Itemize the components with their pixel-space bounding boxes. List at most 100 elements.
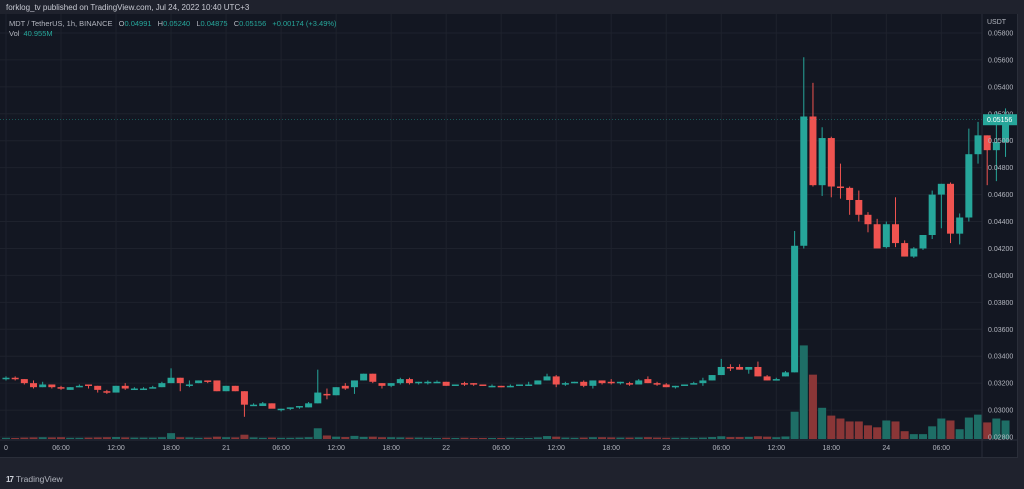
candlestick-chart[interactable]: USDT0.058000.056000.054000.052000.050000… xyxy=(0,14,1018,458)
volume-bar xyxy=(506,437,515,439)
volume-bar xyxy=(295,437,304,439)
volume-bar xyxy=(983,422,992,439)
candle xyxy=(2,377,10,380)
candle xyxy=(690,383,698,385)
candle xyxy=(901,243,909,257)
candle xyxy=(956,217,964,234)
tradingview-logo[interactable]: 17 TradingView xyxy=(6,474,63,484)
close-label: C xyxy=(233,19,240,28)
price-tick-label: 0.05800 xyxy=(988,31,1013,38)
candle xyxy=(497,385,505,388)
candle xyxy=(754,366,762,377)
candle xyxy=(699,380,707,384)
volume-bar xyxy=(671,437,680,439)
volume-bar xyxy=(29,437,38,439)
candle xyxy=(525,384,533,386)
volume-bar xyxy=(946,420,955,439)
volume-bar xyxy=(845,421,854,439)
low-label: L xyxy=(196,19,201,28)
volume-bar xyxy=(836,418,845,439)
volume-bar xyxy=(139,437,148,439)
candle xyxy=(112,385,120,393)
candle xyxy=(57,387,65,389)
time-tick-label: 18:00 xyxy=(823,445,841,452)
tradingview-logo-text: TradingView xyxy=(15,474,63,484)
candle xyxy=(947,183,955,234)
volume-bar xyxy=(928,426,937,439)
volume-bar xyxy=(579,437,588,439)
candle xyxy=(305,403,313,408)
volume-bar xyxy=(974,414,983,439)
candle xyxy=(204,380,212,382)
candle xyxy=(800,116,808,246)
volume-bar xyxy=(863,425,872,439)
candle xyxy=(103,391,111,393)
time-tick-label: 21 xyxy=(222,445,230,452)
volume-bar xyxy=(414,437,423,439)
volume-bar xyxy=(423,437,432,439)
candle xyxy=(470,383,478,385)
volume-bar xyxy=(854,421,863,439)
volume-bar xyxy=(222,437,231,439)
candle xyxy=(763,376,771,381)
candle xyxy=(66,387,74,390)
symbol-name: MDT / TetherUS, 1h, BINANCE xyxy=(9,19,113,28)
volume-bar xyxy=(469,438,478,439)
time-tick-label: 12:00 xyxy=(107,445,125,452)
price-tick-label: 0.03400 xyxy=(988,354,1013,361)
candle xyxy=(681,384,689,386)
volume-bar xyxy=(772,437,781,439)
volume-bar xyxy=(38,437,47,439)
volume-bar xyxy=(570,437,579,439)
volume-bar xyxy=(66,437,75,439)
volume-bar xyxy=(708,437,717,439)
candle xyxy=(992,142,1000,151)
open-value: 0.04991 xyxy=(124,19,152,28)
volume-bar xyxy=(11,438,20,439)
candle xyxy=(75,385,83,388)
price-tick-label: 0.02800 xyxy=(988,435,1013,442)
candle xyxy=(277,408,285,411)
candle xyxy=(516,384,524,386)
candle xyxy=(873,224,881,249)
volume-bar xyxy=(515,438,524,439)
candle xyxy=(598,380,606,384)
candle xyxy=(644,379,652,384)
volume-bar xyxy=(432,438,441,439)
candle xyxy=(231,385,239,392)
volume-bar xyxy=(799,345,808,439)
volume-bar xyxy=(231,437,240,439)
time-tick-label: 23 xyxy=(662,445,670,452)
candle xyxy=(461,383,468,385)
candle xyxy=(30,383,38,388)
time-tick-label: 18:00 xyxy=(382,445,400,452)
volume-bars xyxy=(2,345,1010,439)
time-tick-label: 12:00 xyxy=(768,445,786,452)
volume-bar xyxy=(194,437,203,439)
candle xyxy=(791,245,799,373)
price-axis[interactable]: USDT0.058000.056000.054000.052000.050000… xyxy=(983,19,1017,442)
candle xyxy=(479,384,487,386)
candle xyxy=(882,224,890,248)
volume-bar xyxy=(387,437,396,439)
candle xyxy=(488,385,496,388)
volume-bar xyxy=(524,438,533,439)
candle xyxy=(974,135,982,155)
volume-bar xyxy=(808,374,817,439)
volume-bar xyxy=(763,436,772,439)
volume-bar xyxy=(891,421,900,439)
candle xyxy=(1002,119,1010,143)
candle xyxy=(140,388,148,391)
time-tick-label: 0 xyxy=(4,445,8,452)
volume-bar xyxy=(2,437,10,439)
volume-bar xyxy=(185,437,194,439)
volume-bar xyxy=(653,437,662,439)
candle xyxy=(653,383,661,385)
volume-bar xyxy=(744,436,753,439)
candle xyxy=(396,379,404,384)
volume-bar xyxy=(588,437,597,439)
time-axis[interactable]: 0 06:00 12:00 18:00 21 06:00 12:00 18:00 22 06:00… xyxy=(4,445,950,452)
time-tick-label: 22 xyxy=(442,445,450,452)
candle xyxy=(314,392,322,404)
candle xyxy=(726,366,734,369)
